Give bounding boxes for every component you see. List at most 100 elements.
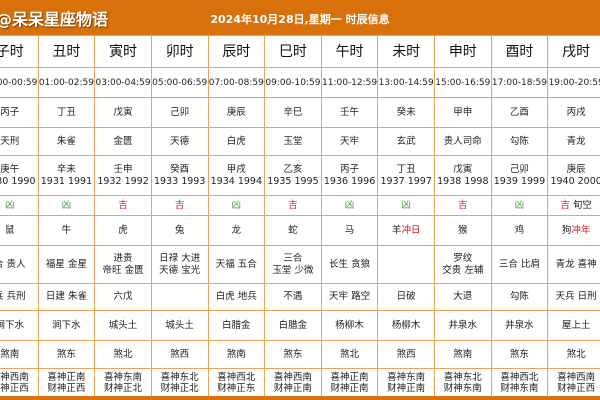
zodiac-cell: 兔 xyxy=(150,215,209,246)
ganzhi-cell: 甲申 xyxy=(434,97,492,128)
caishen-direction: 财神东南 xyxy=(500,382,539,394)
time-range-cell: 17:00-18:59 xyxy=(490,67,549,98)
nayin-cell: 杨柳木 xyxy=(320,310,379,341)
jixiong-badge: 凶 xyxy=(514,199,525,211)
star-god-cell: 贵人司命 xyxy=(434,127,492,156)
zodiac-cell: 猴 xyxy=(434,215,492,246)
god-directions-cell: 喜神东南 财神正南 xyxy=(377,368,435,397)
star-god-cell: 朱雀 xyxy=(37,127,96,156)
god-directions-cell: 喜神东南 财神正北 xyxy=(94,368,152,397)
jixiong-cell: 凶 xyxy=(377,195,435,216)
sha-direction-cell: 煞东 xyxy=(37,340,96,369)
nayin-cell: 井泉水 xyxy=(434,310,492,341)
caishen-direction: 财神正北 xyxy=(160,382,199,394)
shichen-name-cell: 申时 xyxy=(434,35,492,68)
shichen-name-cell: 丑时 xyxy=(37,35,96,68)
nayin-ganzhi: 庚午 xyxy=(0,163,20,175)
ganzhi-cell: 己卯 xyxy=(150,97,209,128)
nayin-cell: 涧下水 xyxy=(0,310,39,341)
time-range-cell: 23:00-00:59 xyxy=(0,67,39,98)
zodiac-text: 狗 xyxy=(561,224,572,236)
zodiac-cell: 鸡 xyxy=(490,215,549,246)
unlucky-gods-cell: 日破 xyxy=(377,283,435,311)
lucky-gods-line: 进贵 xyxy=(113,252,133,264)
nayin-years: 1937 1997 xyxy=(380,175,432,187)
caishen-direction: 财神正南 xyxy=(387,382,426,394)
ganzhi-cell: 乙酉 xyxy=(490,97,549,128)
lucky-gods-line: 帝旺 金匮 xyxy=(102,264,144,276)
lucky-gods-cell: 罗纹 交贵 左辅 xyxy=(434,245,492,284)
star-god-text: 天牢 xyxy=(340,135,360,147)
jixiong-cell: 凶 xyxy=(207,195,266,216)
zodiac-cell: 龙 xyxy=(207,215,266,246)
lucky-gods-line: 玉堂 少微 xyxy=(272,264,314,276)
zodiac-cell: 鼠 xyxy=(0,215,39,246)
xishen-direction: 喜神西北 xyxy=(500,371,539,383)
nayin-text: 白腊金 xyxy=(222,319,251,331)
caishen-direction: 财神正西 xyxy=(557,382,596,394)
god-directions-cell: 喜神东北 财神正北 xyxy=(150,368,209,397)
unlucky-gods-text: 日建 朱雀 xyxy=(45,291,87,302)
unlucky-gods-text: 日破 xyxy=(396,291,416,302)
shichen-name-cell: 辰时 xyxy=(207,35,266,68)
sha-text: 煞南 xyxy=(0,348,20,360)
brand-logo-text: @呆呆星座物语 xyxy=(0,10,109,29)
god-directions-cell: 喜神西北 财神东南 xyxy=(490,368,549,397)
star-god-text: 玉堂 xyxy=(283,135,303,147)
zodiac-text: 羊 xyxy=(391,224,402,236)
xishen-direction: 喜神西南 xyxy=(557,371,596,383)
lucky-gods-line: 罗纹 xyxy=(453,252,473,264)
jixiong-badge: 凶 xyxy=(61,199,72,211)
nayin-text: 杨柳木 xyxy=(335,319,364,331)
star-god-text: 天德 xyxy=(170,135,190,147)
jixiong-cell: 吉 xyxy=(150,195,209,216)
shichen-name-text: 辰时 xyxy=(222,43,251,60)
ganzhi-text: 乙酉 xyxy=(509,106,529,118)
star-god-text: 玄武 xyxy=(396,135,416,147)
xishen-direction: 喜神正南 xyxy=(330,371,369,383)
god-directions-cell: 喜神正南 财神正南 xyxy=(320,368,379,397)
shichen-name-text: 巳时 xyxy=(278,43,307,60)
nayin-ganzhi: 甲戌 xyxy=(226,163,246,175)
nayin-years: 1931 1991 xyxy=(40,175,93,187)
god-directions-cell: 喜神正南 财神正西 xyxy=(37,368,96,397)
star-god-cell: 勾陈 xyxy=(490,127,549,156)
time-range-text: 07:00-08:59 xyxy=(208,77,264,88)
star-god-cell: 玄武 xyxy=(377,127,435,156)
star-god-cell: 天刑 xyxy=(0,127,39,156)
time-range-cell: 01:00-02:59 xyxy=(37,67,96,98)
ganzhi-text: 庚辰 xyxy=(226,106,246,118)
nayin-years: 1940 2000 xyxy=(550,175,600,187)
time-range-text: 19:00-20:59 xyxy=(548,77,600,88)
time-range-cell: 11:00-12:59 xyxy=(320,67,379,98)
time-range-text: 01:00-02:59 xyxy=(38,77,94,88)
nayin-ganzhi: 庚辰 xyxy=(566,163,586,175)
zodiac-cell: 虎 xyxy=(94,215,152,246)
xishen-direction: 喜神西北 xyxy=(217,371,256,383)
lucky-gods-line: 三合 xyxy=(283,252,303,264)
shichen-name-cell: 未时 xyxy=(377,35,435,68)
lucky-gods-cell: 三合 玉堂 少微 xyxy=(264,245,322,284)
chong-label: 冲年 xyxy=(571,224,591,236)
shichen-name-text: 午时 xyxy=(335,43,364,60)
nayin-text: 屋上土 xyxy=(561,319,591,331)
row-star-god: 天刑 朱雀 金匮 天德 白虎 玉堂 天牢 玄武 贵人司命 勾陈 青龙 xyxy=(0,127,600,156)
caishen-direction: 财神正西 xyxy=(47,382,86,394)
row-nayin: 涧下水 涧下水 城头土 城头土 白腊金 白腊金 杨柳木 杨柳木 井泉水 井泉水 屋上土 xyxy=(0,310,600,341)
jixiong-cell: 吉 xyxy=(94,195,152,216)
lucky-gods-cell: 青龙 喜神 xyxy=(547,245,600,284)
bottom-bar xyxy=(0,396,600,400)
nayin-cell: 井泉水 xyxy=(490,310,549,341)
zodiac-text: 鸡 xyxy=(514,224,525,236)
star-god-text: 白虎 xyxy=(226,135,246,147)
ganzhi-text: 辛巳 xyxy=(283,106,303,118)
zodiac-text: 鼠 xyxy=(5,224,15,236)
unlucky-gods-cell: 日建 朱雀 xyxy=(37,283,96,311)
unlucky-gods-cell: 大退 xyxy=(434,283,492,311)
lucky-gods-line: 交贵 左辅 xyxy=(442,264,484,276)
unlucky-gods-cell: 六戊 xyxy=(94,283,152,311)
lucky-gods-cell: 合 贵人 xyxy=(0,245,39,284)
nayin-cell: 城头土 xyxy=(94,310,152,341)
